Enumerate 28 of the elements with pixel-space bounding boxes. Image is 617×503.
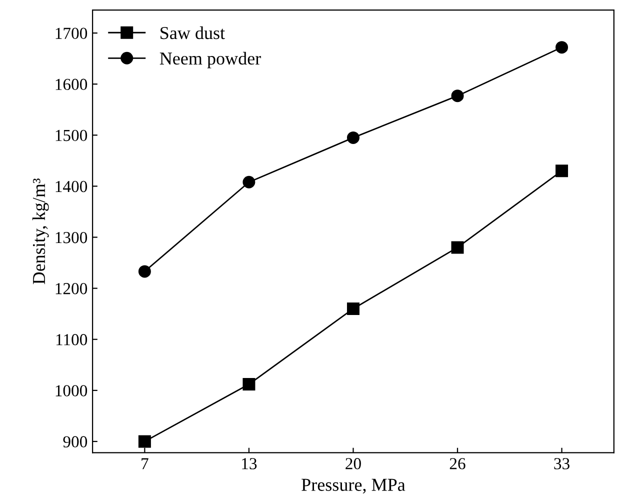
y-tick-label: 1700: [56, 28, 88, 39]
point: [138, 265, 151, 278]
point: [451, 90, 464, 102]
point: [556, 164, 568, 178]
x-tick-label: 7: [142, 458, 148, 470]
point: [451, 241, 464, 254]
legend-label: Neem powder: [160, 52, 261, 68]
y-tick-label: 1100: [56, 334, 88, 346]
point: [346, 131, 360, 144]
x-axis-title: Pressure, MPa: [302, 478, 406, 494]
point: [556, 41, 568, 54]
x-tick-label: 20: [346, 458, 361, 470]
y-tick-label: 1300: [56, 232, 88, 244]
y-tick-label: 1400: [56, 180, 88, 192]
point: [242, 176, 256, 188]
y-tick-label: 1600: [56, 78, 88, 90]
legend-label: Saw dust: [160, 26, 225, 40]
point: [346, 302, 360, 315]
x-tick-label: 33: [554, 458, 570, 470]
x-tick-label: 13: [242, 458, 257, 470]
y-tick-label: 900: [63, 436, 88, 448]
y-tick-label: 1500: [56, 130, 88, 142]
x-tick-label: 26: [450, 458, 466, 470]
y-axis-title: Density, kg/m³: [32, 178, 49, 284]
point: [138, 435, 151, 448]
point: [242, 378, 256, 391]
y-tick-label: 1200: [56, 283, 88, 294]
y-tick-label: 1000: [56, 385, 88, 396]
